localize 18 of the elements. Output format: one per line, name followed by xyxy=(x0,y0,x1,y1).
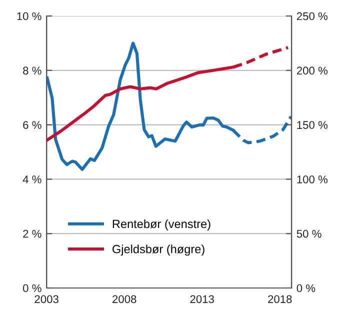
y-tick-label: 0 % xyxy=(23,284,42,292)
y-tick-label: 8 % xyxy=(23,66,42,75)
y2-tick-label: 250 % xyxy=(296,12,328,20)
y2-tick-label: 0 % xyxy=(296,284,316,292)
legend-label: Rentebør (venstre) xyxy=(112,219,210,230)
x-tick-label: 2003 xyxy=(34,295,58,304)
y-tick-label: 2 % xyxy=(23,230,42,238)
y-tick-label: 10 % xyxy=(17,12,42,20)
y-tick-label: 4 % xyxy=(22,176,42,184)
y2-tick-label: 100 % xyxy=(297,175,328,184)
y2-tick-label: 200 % xyxy=(296,66,328,75)
y2-tick-label: 150 % xyxy=(297,121,328,129)
x-tick-label: 2018 xyxy=(268,295,292,304)
x-tick-label: 2008 xyxy=(112,295,136,304)
x-tick-label: 2013 xyxy=(190,295,214,304)
legend-label: Gjeldsbør (høgre) xyxy=(112,244,204,256)
y-tick-label: 6 % xyxy=(23,121,42,129)
y2-tick-label: 50 % xyxy=(296,230,322,238)
